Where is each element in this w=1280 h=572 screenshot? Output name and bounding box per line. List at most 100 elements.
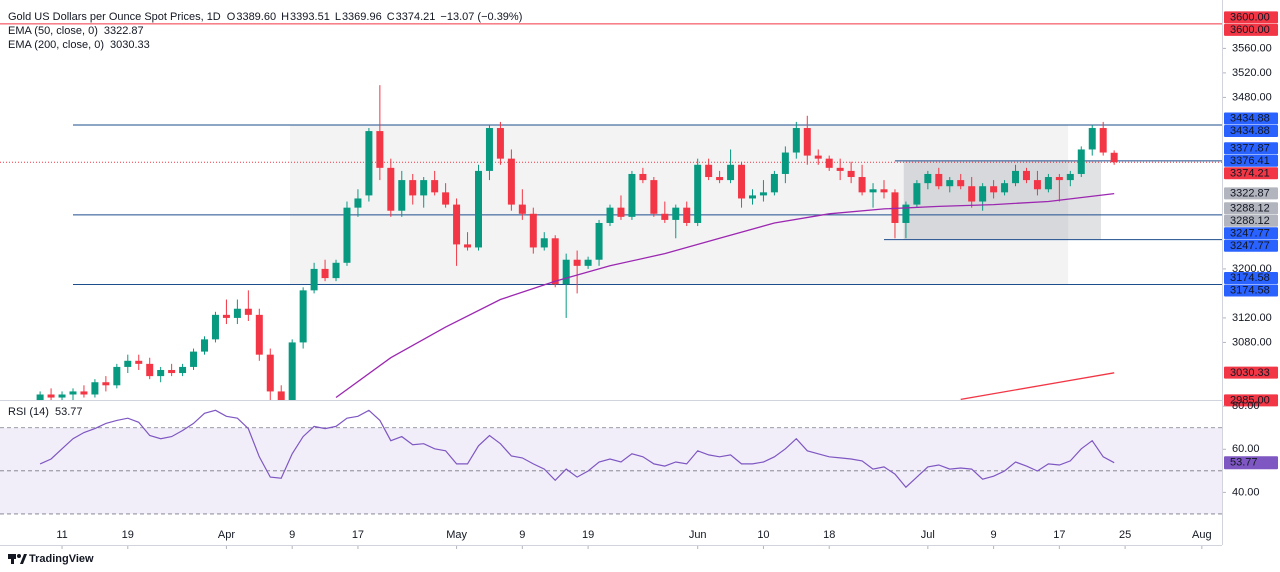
price-change: −13.07 (−0.39%)	[440, 11, 522, 23]
candle-body	[124, 360, 132, 367]
price-label: 3434.88	[1230, 125, 1270, 137]
price-label: 3377.87	[1230, 142, 1270, 154]
price-label-bg	[1224, 214, 1278, 227]
legend-value: 3322.87	[104, 25, 144, 37]
price-label-bg	[1224, 366, 1278, 379]
candle-body	[233, 308, 241, 318]
candle-body	[617, 207, 625, 217]
candle-body	[288, 342, 296, 400]
candle-body	[891, 192, 899, 223]
candle-body	[420, 180, 428, 196]
candle-body	[979, 186, 987, 202]
price-label-bg	[1224, 227, 1278, 240]
candle-body	[244, 308, 252, 315]
price-pane	[0, 23, 1222, 400]
candle-body	[485, 128, 493, 171]
candle-body	[58, 394, 66, 398]
candle-body	[562, 259, 570, 285]
price-label-bg	[1224, 394, 1278, 407]
ohlc-key: C	[387, 11, 395, 23]
x-tick-label: 9	[289, 529, 295, 541]
candle-body	[869, 189, 877, 193]
x-tick-label: 17	[352, 529, 364, 541]
rsi-title: RSI (14)	[8, 406, 49, 418]
candle-body	[727, 164, 735, 181]
candle-body	[683, 207, 691, 223]
candle-body	[858, 177, 866, 193]
price-label-bg	[1224, 187, 1278, 200]
candle-body	[387, 167, 395, 211]
price-label: 3174.58	[1230, 285, 1270, 297]
candle-body	[913, 183, 921, 205]
candle-body	[201, 339, 209, 352]
x-tick-label: 10	[757, 529, 769, 541]
price-label-bg	[1224, 11, 1278, 24]
candle-body	[1099, 128, 1107, 153]
candle-body	[409, 180, 417, 196]
price-label-bg	[1224, 271, 1278, 284]
candle-body	[518, 204, 526, 214]
range-box	[289, 125, 1069, 285]
y-tick-label: 3520.00	[1232, 67, 1272, 79]
price-label: 3288.12	[1230, 202, 1270, 214]
x-tick-label: 25	[1119, 529, 1131, 541]
candle-body	[628, 173, 636, 217]
candle-body	[716, 177, 724, 181]
rsi-legend-value: 53.77	[55, 406, 83, 418]
candle-body	[453, 204, 461, 245]
candle-body	[69, 391, 77, 395]
candle-body	[595, 222, 603, 260]
ohlc-key: O	[227, 11, 236, 23]
x-tick-label: 9	[991, 529, 997, 541]
price-label: 3030.33	[1230, 367, 1270, 379]
y-tick-label: 3560.00	[1232, 42, 1272, 54]
price-label-bg	[1224, 125, 1278, 138]
x-tick-label: Aug	[1192, 529, 1212, 541]
candle-body	[277, 391, 285, 400]
legend-name: EMA (50, close, 0)	[8, 25, 98, 37]
y-tick-label: 3200.00	[1232, 263, 1272, 275]
candle-body	[47, 394, 55, 398]
ohlc-value: 3374.21	[396, 11, 436, 23]
candle-body	[759, 192, 767, 196]
candle-body	[464, 244, 472, 248]
candle-body	[1055, 177, 1063, 181]
candle-body	[803, 128, 811, 156]
axes: 3080.00 3120.00 3200.00 3480.00 3520.00 3560.…	[56, 11, 1278, 549]
candle-body	[442, 192, 450, 205]
candle-body	[672, 207, 680, 220]
candle-body	[1066, 173, 1074, 181]
candle-body	[1012, 170, 1020, 184]
x-tick-label: 19	[122, 529, 134, 541]
candle-body	[507, 158, 515, 205]
price-label-bg	[1224, 202, 1278, 215]
candle-body	[748, 195, 756, 199]
price-label: 3376.41	[1230, 155, 1270, 167]
candle-body	[146, 363, 154, 377]
price-label: 3322.87	[1230, 188, 1270, 200]
x-tick-label: 17	[1053, 529, 1065, 541]
candle-body	[91, 382, 99, 395]
candle-body	[1001, 183, 1009, 193]
brand: TradingView	[29, 553, 94, 565]
price-label-bg	[1224, 239, 1278, 252]
rsi-line	[39, 409, 1115, 489]
candle-body	[496, 128, 504, 159]
candle-body	[1044, 177, 1052, 190]
candle-body	[190, 351, 198, 367]
price-label: 3174.58	[1230, 272, 1270, 284]
candle-body	[584, 259, 592, 266]
rsi-value-label: 53.77	[1230, 457, 1258, 469]
candle-body	[102, 382, 110, 386]
candle-body	[825, 158, 833, 168]
x-tick-label: Jun	[689, 529, 707, 541]
brand-logo	[8, 554, 27, 564]
candle-body	[880, 189, 888, 193]
y-tick-label: 3120.00	[1232, 312, 1272, 324]
candle-body	[211, 314, 219, 340]
candle-body	[847, 170, 855, 178]
y-tick-label: 40.00	[1232, 486, 1260, 498]
candle-body	[650, 180, 658, 214]
